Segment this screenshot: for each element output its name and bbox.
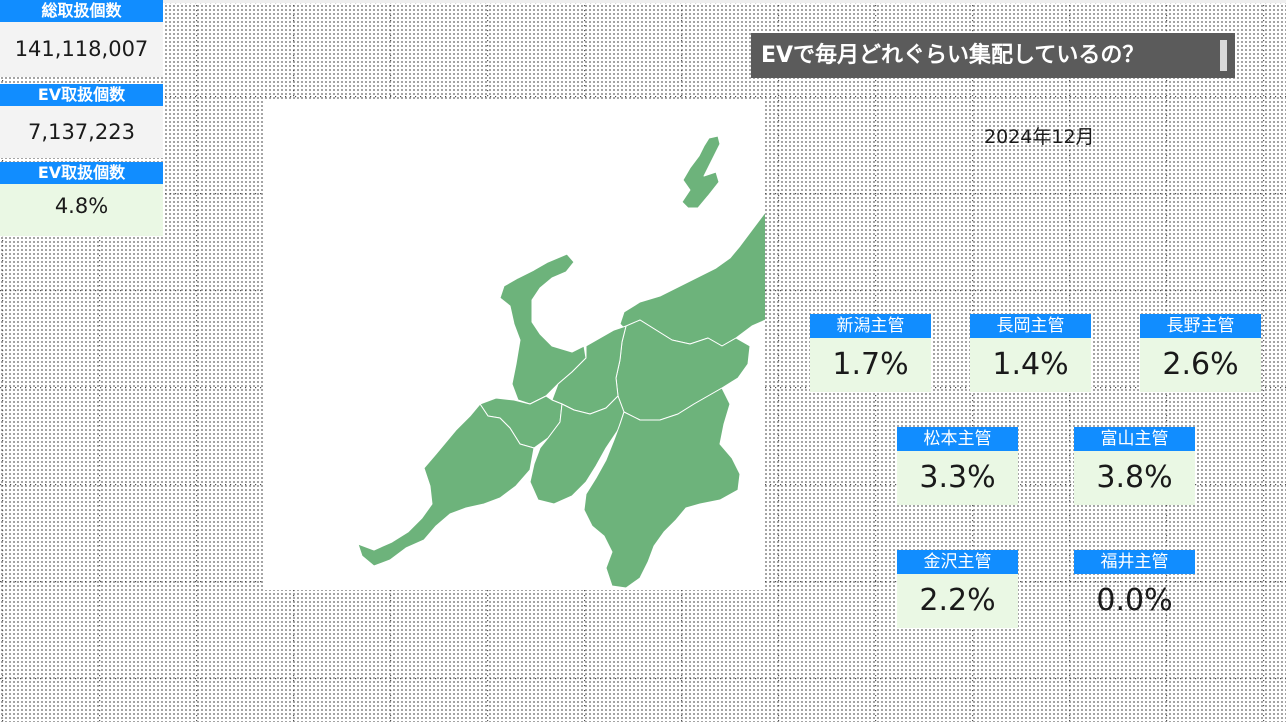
ev-ratio-label: EV取扱個数 — [0, 162, 163, 184]
branch-label-niigata: 新潟主管 — [810, 314, 931, 338]
branch-label-nagano: 長野主管 — [1140, 314, 1261, 338]
branch-label-kanazawa: 金沢主管 — [897, 550, 1018, 574]
grid-line-vertical — [2, 0, 4, 722]
gifu-shape — [529, 395, 625, 505]
fukui-shape — [357, 403, 535, 567]
branch-value-niigata: 1.7% — [810, 338, 931, 392]
branch-value-toyama: 3.8% — [1074, 451, 1195, 505]
page-title-text: EVで毎月どれぐらい集配しているの？ — [761, 43, 1145, 68]
ev-ratio-value: 4.8% — [0, 184, 163, 236]
nagano-south-shape — [583, 387, 741, 589]
branch-label-nagaoka: 長岡主管 — [970, 314, 1091, 338]
niigata-shape — [619, 212, 765, 347]
sado-island-shape — [681, 135, 721, 209]
region-map-svg — [357, 135, 765, 589]
grid-line-horizontal — [0, 96, 1286, 98]
branch-label-toyama: 富山主管 — [1074, 427, 1195, 451]
grid-line-vertical — [99, 0, 101, 722]
noto-peninsula-shape — [499, 253, 587, 405]
grid-line-vertical — [1263, 0, 1265, 722]
branch-value-nagano: 2.6% — [1140, 338, 1261, 392]
branch-value-nagaoka: 1.4% — [970, 338, 1091, 392]
grid-line-vertical — [196, 0, 198, 722]
grid-line-vertical — [778, 0, 780, 722]
grid-line-horizontal — [0, 678, 1286, 680]
branch-label-fukui: 福井主管 — [1074, 550, 1195, 574]
page-title: EVで毎月どれぐらい集配しているの？ — [751, 33, 1235, 78]
branch-value-matsumoto: 3.3% — [897, 451, 1018, 505]
total-count-label: 総取扱個数 — [0, 0, 163, 22]
branch-value-fukui: 0.0% — [1096, 583, 1173, 618]
ev-count-label: EV取扱個数 — [0, 84, 163, 106]
title-accent-bar — [1220, 40, 1227, 71]
total-count-value: 141,118,007 — [0, 22, 163, 77]
branch-value-kanazawa: 2.2% — [897, 574, 1018, 628]
top-border — [0, 0, 1286, 3]
period-label: 2024年12月 — [984, 126, 1095, 148]
chubu-region-map — [265, 100, 765, 590]
ev-count-value: 7,137,223 — [0, 106, 163, 158]
branch-label-matsumoto: 松本主管 — [897, 427, 1018, 451]
